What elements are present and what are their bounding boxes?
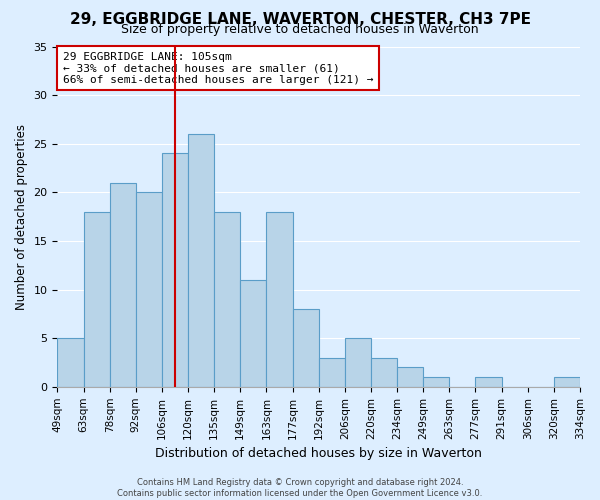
Text: 29, EGGBRIDGE LANE, WAVERTON, CHESTER, CH3 7PE: 29, EGGBRIDGE LANE, WAVERTON, CHESTER, C… [70,12,530,26]
Bar [83,212,110,387]
Text: Size of property relative to detached houses in Waverton: Size of property relative to detached ho… [121,24,479,36]
Bar [397,368,423,387]
Bar [554,377,580,387]
Bar [214,212,241,387]
Bar [58,338,83,387]
Bar [162,154,188,387]
Bar [241,280,266,387]
Text: Contains HM Land Registry data © Crown copyright and database right 2024.
Contai: Contains HM Land Registry data © Crown c… [118,478,482,498]
Bar [136,192,162,387]
Y-axis label: Number of detached properties: Number of detached properties [15,124,28,310]
X-axis label: Distribution of detached houses by size in Waverton: Distribution of detached houses by size … [155,447,482,460]
Bar [423,377,449,387]
Bar [345,338,371,387]
Text: 29 EGGBRIDGE LANE: 105sqm
← 33% of detached houses are smaller (61)
66% of semi-: 29 EGGBRIDGE LANE: 105sqm ← 33% of detac… [62,52,373,85]
Bar [266,212,293,387]
Bar [293,309,319,387]
Bar [188,134,214,387]
Bar [319,358,345,387]
Bar [371,358,397,387]
Bar [110,182,136,387]
Bar [475,377,502,387]
